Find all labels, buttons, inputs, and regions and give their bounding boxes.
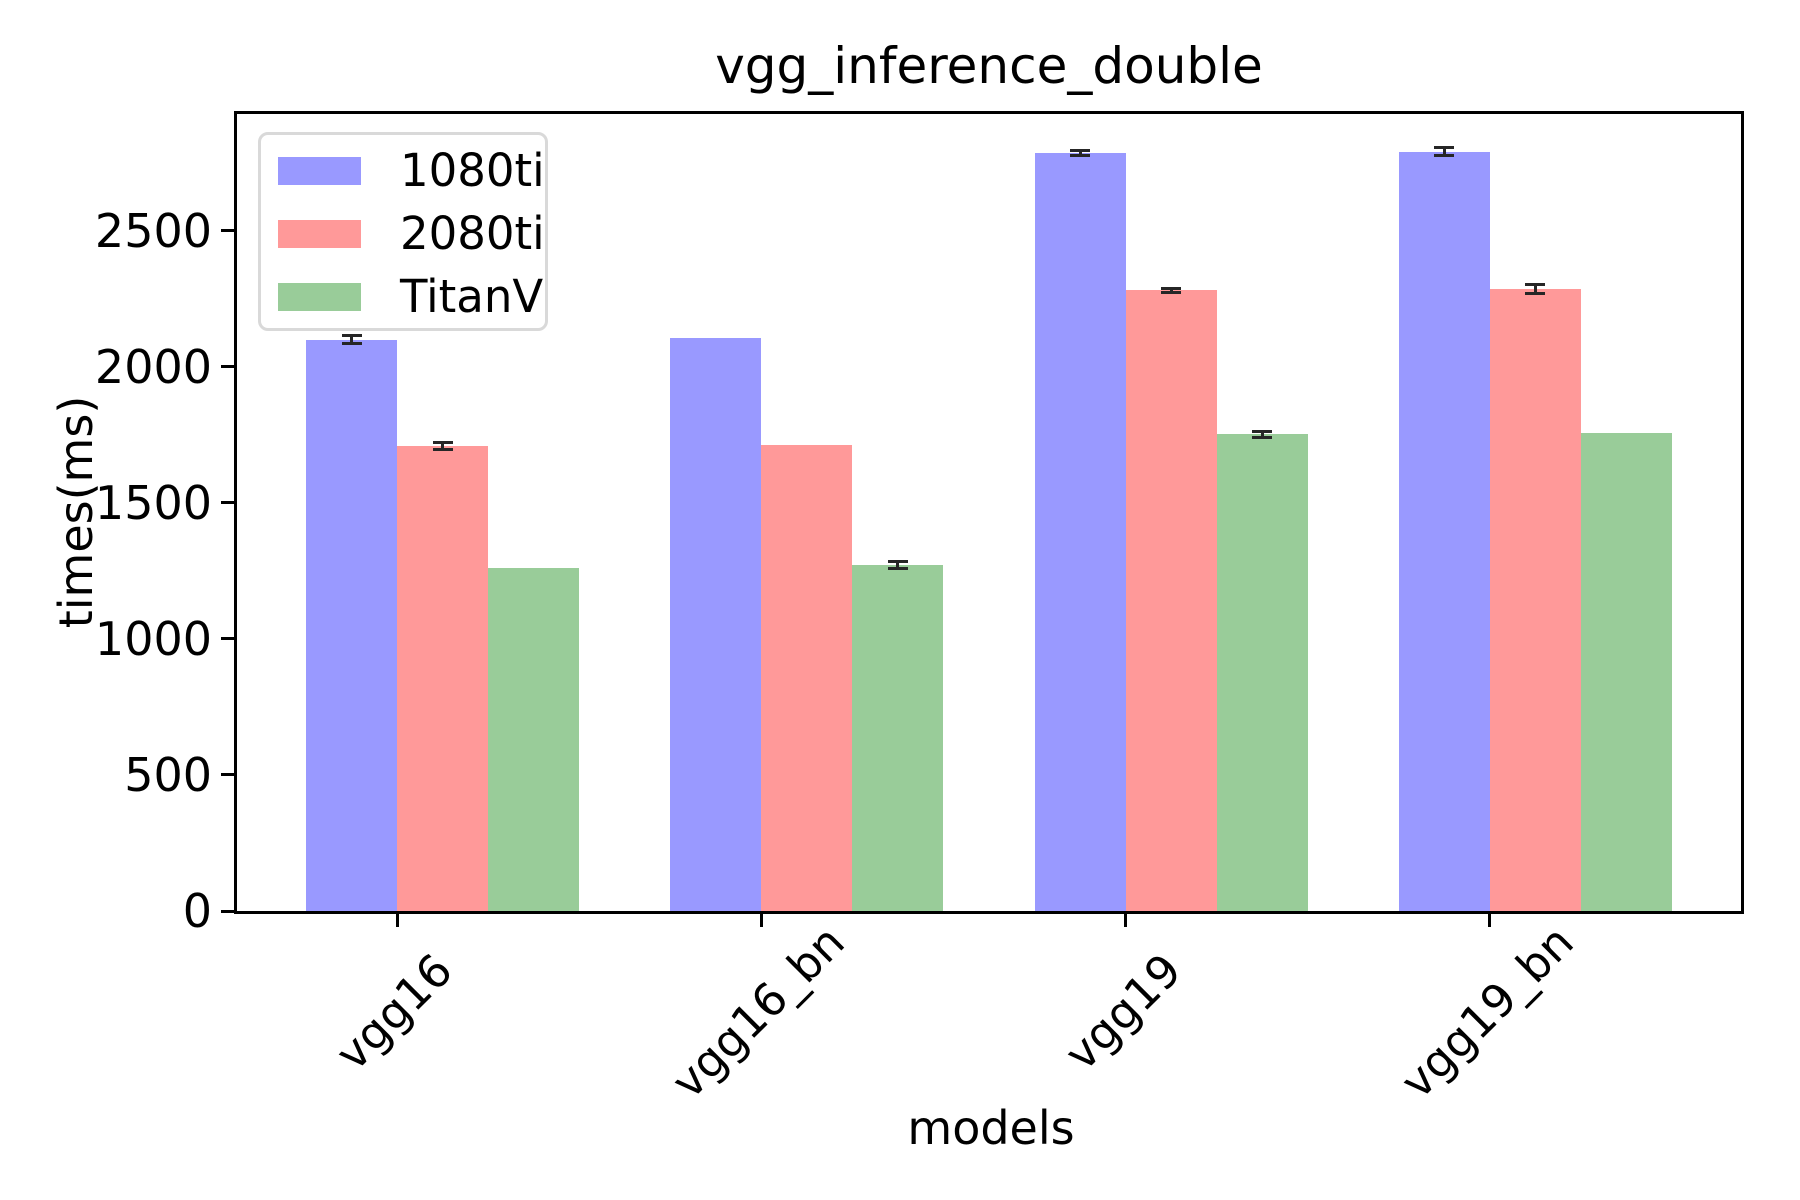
- y-tick-label: 2500: [94, 203, 212, 258]
- bar-vgg19-TitanV: [1216, 434, 1308, 911]
- error-bar-stem: [1442, 147, 1446, 156]
- error-bar-stem: [1260, 431, 1264, 438]
- x-tick: [1124, 914, 1128, 927]
- error-bar-cap: [887, 566, 908, 570]
- error-bar-stem: [1078, 150, 1082, 156]
- error-bar-cap: [1070, 154, 1091, 158]
- bar-vgg19-2080ti: [1125, 290, 1217, 911]
- y-tick: [221, 229, 234, 233]
- x-tick-label-vgg19_bn: vgg19_bn: [1389, 915, 1584, 1109]
- error-bar-stem: [896, 561, 900, 569]
- chart-title: vgg_inference_double: [715, 37, 1263, 95]
- error-bar-cap: [1070, 148, 1091, 152]
- x-axis-label: models: [907, 1101, 1075, 1155]
- legend-swatch-1080ti: [278, 156, 361, 185]
- error-bar-cap: [432, 441, 453, 445]
- error-bar-stem: [350, 335, 354, 344]
- bar-vgg19-1080ti: [1034, 153, 1126, 911]
- bar-vgg16-1080ti: [306, 339, 398, 911]
- error-bar-stem: [1533, 284, 1537, 294]
- bar-vgg19_bn-1080ti: [1398, 151, 1490, 911]
- y-tick: [221, 773, 234, 777]
- y-tick-label: 0: [182, 884, 212, 938]
- y-axis-label: times(ms): [49, 395, 103, 629]
- bar-vgg19_bn-2080ti: [1489, 288, 1581, 911]
- legend-swatch-2080ti: [278, 219, 361, 248]
- legend: 1080ti 2080ti TitanV: [258, 132, 548, 331]
- bar-vgg16_bn-TitanV: [852, 564, 944, 911]
- legend-item-2080ti: 2080ti: [261, 202, 545, 265]
- y-tick: [221, 909, 234, 913]
- error-bar-stem: [1169, 288, 1173, 293]
- legend-item-1080ti: 1080ti: [261, 139, 545, 202]
- y-tick-label: 500: [124, 747, 212, 802]
- error-bar-cap: [1525, 283, 1546, 287]
- bar-vgg16_bn-1080ti: [670, 337, 762, 911]
- error-bar-cap: [341, 334, 362, 338]
- bar-vgg16_bn-2080ti: [761, 445, 853, 911]
- y-tick-label: 2000: [94, 339, 212, 394]
- legend-swatch-TitanV: [278, 282, 361, 311]
- error-bar-cap: [1161, 290, 1182, 294]
- x-tick: [395, 914, 399, 927]
- legend-label: 2080ti: [400, 207, 545, 260]
- y-tick: [221, 637, 234, 641]
- legend-label: TitanV: [400, 270, 544, 323]
- bar-vgg16-2080ti: [397, 445, 489, 911]
- bar-vgg16-TitanV: [488, 567, 580, 911]
- x-tick-label-vgg16_bn: vgg16_bn: [661, 915, 856, 1109]
- y-tick: [221, 501, 234, 505]
- error-bar-cap: [432, 447, 453, 451]
- y-tick: [221, 365, 234, 369]
- bar-vgg19_bn-TitanV: [1580, 433, 1672, 911]
- x-tick: [759, 914, 763, 927]
- error-bar-cap: [1434, 153, 1455, 157]
- error-bar-cap: [1434, 146, 1455, 150]
- x-tick-label-vgg19: vgg19: [1053, 943, 1192, 1081]
- error-bar-cap: [887, 560, 908, 564]
- y-tick-label: 1500: [94, 475, 212, 530]
- error-bar-cap: [1252, 435, 1273, 439]
- error-bar-stem: [441, 442, 445, 450]
- x-tick-label-vgg16: vgg16: [325, 943, 463, 1081]
- error-bar-cap: [1161, 286, 1182, 290]
- y-tick-label: 1000: [94, 611, 212, 666]
- legend-item-TitanV: TitanV: [261, 265, 545, 328]
- error-bar-cap: [1252, 430, 1273, 434]
- error-bar-cap: [341, 342, 362, 346]
- x-tick: [1488, 914, 1492, 927]
- error-bar-cap: [1525, 291, 1546, 295]
- legend-label: 1080ti: [400, 144, 545, 197]
